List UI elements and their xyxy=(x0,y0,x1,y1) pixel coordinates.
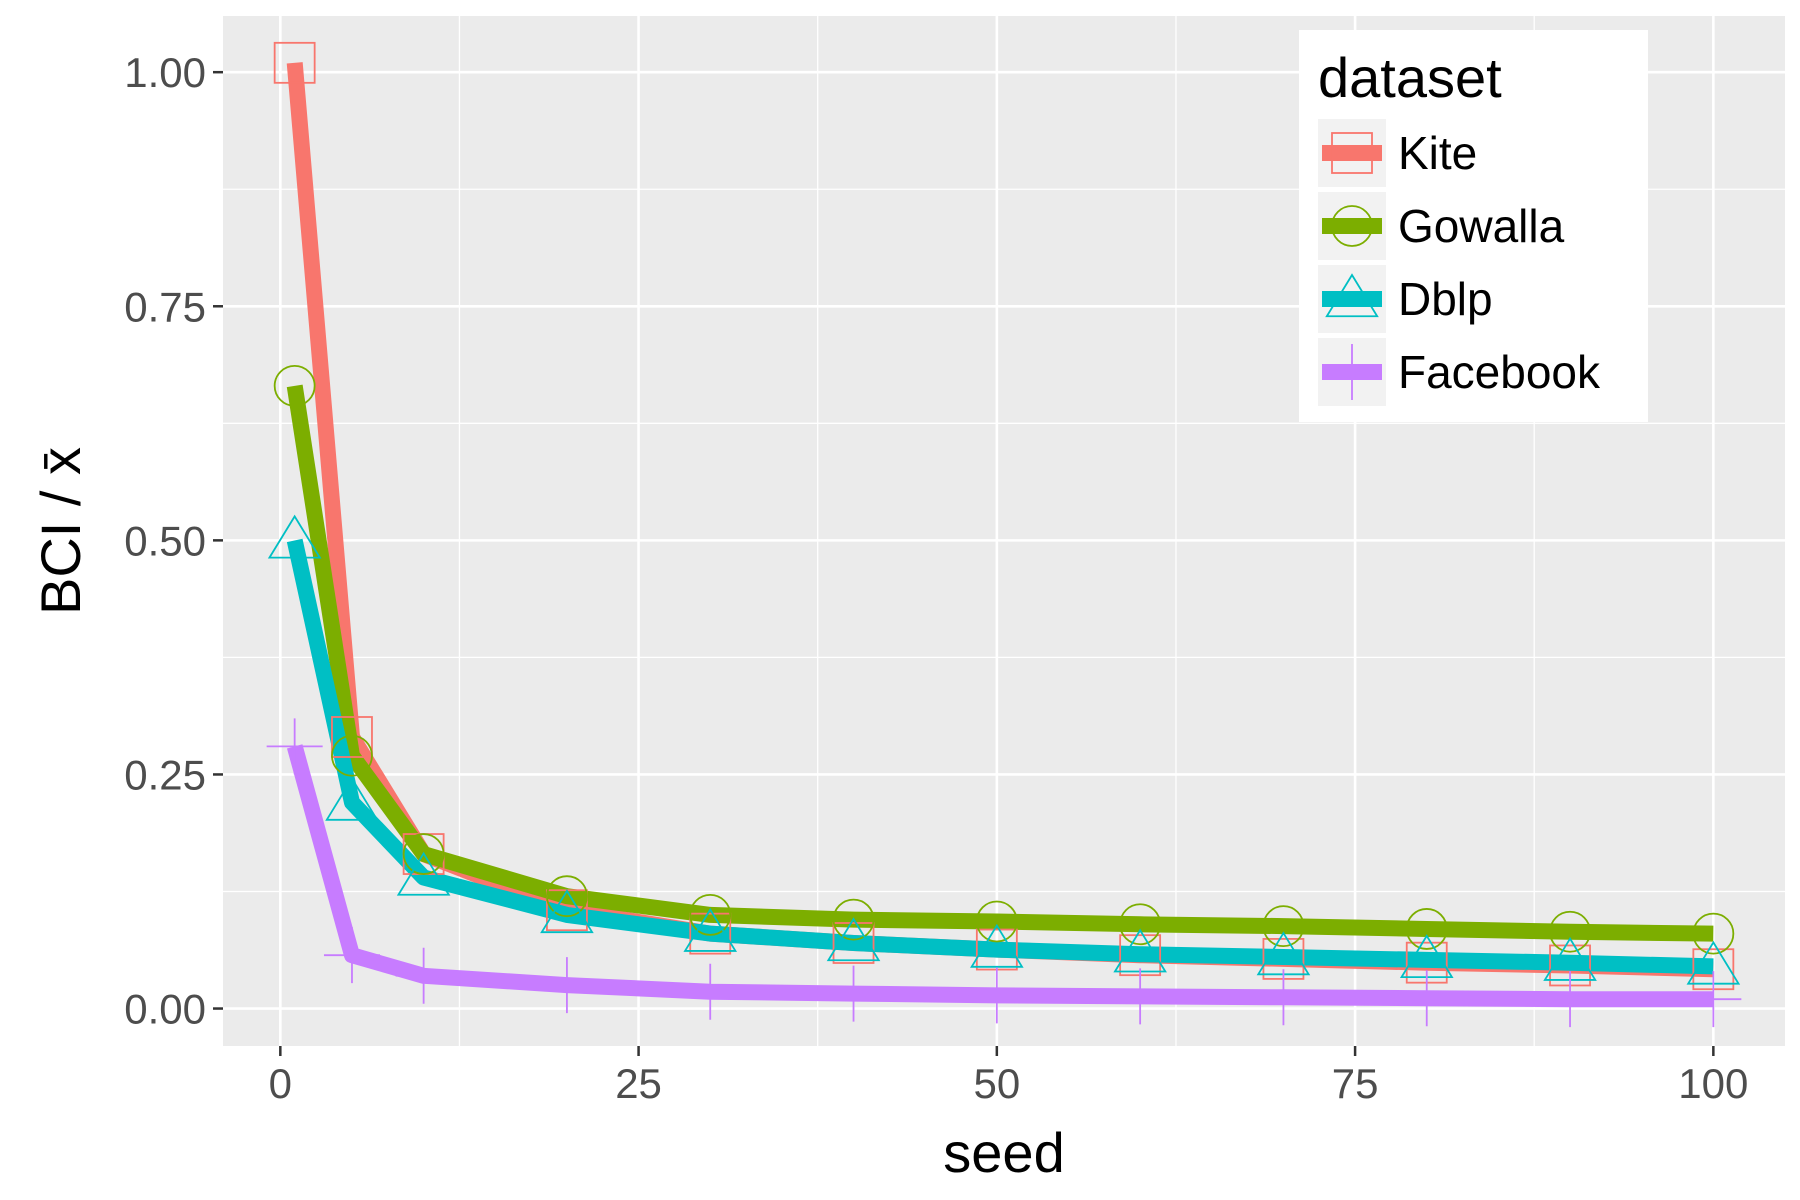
legend-label-dblp: Dblp xyxy=(1398,273,1493,325)
y-tick-label: 0.75 xyxy=(124,283,206,330)
data-point-kite xyxy=(273,41,316,84)
legend-item-dblp: Dblp xyxy=(1318,265,1493,333)
legend-key-marker xyxy=(1324,344,1380,400)
x-tick-label: 75 xyxy=(1332,1060,1379,1107)
data-point-gowalla xyxy=(689,894,732,936)
legend-label-facebook: Facebook xyxy=(1398,346,1601,398)
x-tick-label: 0 xyxy=(269,1060,292,1107)
x-tick-label: 100 xyxy=(1678,1060,1748,1107)
data-point-facebook xyxy=(1255,969,1312,1026)
legend-key-marker xyxy=(1325,273,1379,318)
data-point-dblp xyxy=(970,923,1024,968)
data-point-dblp xyxy=(396,851,451,896)
data-point-dblp xyxy=(683,907,738,952)
data-point-facebook xyxy=(395,947,452,1004)
data-point-facebook xyxy=(825,965,882,1022)
x-tick-label: 25 xyxy=(615,1060,662,1107)
data-point-gowalla xyxy=(546,875,588,918)
legend-key-marker xyxy=(1331,205,1373,247)
legend-item-facebook: Facebook xyxy=(1318,338,1601,406)
data-point-gowalla xyxy=(975,900,1018,943)
data-point-kite xyxy=(331,716,373,758)
x-axis: 0 25 50 75 100 xyxy=(269,1046,1748,1107)
data-point-facebook xyxy=(682,963,739,1020)
legend-title: dataset xyxy=(1318,46,1502,109)
legend-item-kite: Kite xyxy=(1318,119,1477,187)
data-point-gowalla xyxy=(1549,910,1591,953)
data-point-gowalla xyxy=(1262,905,1305,948)
y-tick-label: 0.25 xyxy=(124,751,206,798)
y-tick-label: 0.50 xyxy=(124,517,206,564)
legend-label-gowalla: Gowalla xyxy=(1398,200,1565,252)
x-axis-title: seed xyxy=(943,1121,1064,1184)
data-point-dblp xyxy=(540,889,594,934)
data-point-facebook xyxy=(1685,971,1742,1028)
y-tick-label: 1.00 xyxy=(124,49,206,96)
data-point-facebook xyxy=(538,957,595,1014)
data-point-gowalla xyxy=(1692,912,1735,955)
legend-key-marker xyxy=(1331,132,1373,174)
data-point-facebook xyxy=(1398,970,1455,1027)
data-point-kite xyxy=(689,912,732,955)
y-tick-label: 0.00 xyxy=(124,986,206,1033)
data-point-dblp xyxy=(267,514,322,559)
y-axis: 0.00 0.25 0.50 0.75 1.00 xyxy=(124,49,223,1033)
data-point-facebook xyxy=(266,718,323,775)
data-point-facebook xyxy=(968,967,1025,1024)
data-point-gowalla xyxy=(1405,908,1448,950)
data-point-facebook xyxy=(1112,968,1169,1025)
y-axis-title: BCI / x̄ xyxy=(29,447,92,615)
data-point-gowalla xyxy=(273,364,316,407)
legend-item-gowalla: Gowalla xyxy=(1318,192,1565,260)
series-line-dblp xyxy=(286,538,1714,975)
legend-items: Kite Gowalla Dblp Facebook xyxy=(1318,119,1601,406)
x-tick-label: 50 xyxy=(973,1060,1020,1107)
data-point-facebook xyxy=(323,927,380,984)
data-point-gowalla xyxy=(832,898,875,941)
legend-label-kite: Kite xyxy=(1398,127,1477,179)
data-point-dblp xyxy=(826,917,881,962)
data-point-dblp xyxy=(325,776,379,821)
data-point-gowalla xyxy=(331,734,373,777)
data-point-gowalla xyxy=(402,833,445,875)
data-point-kite xyxy=(832,922,875,964)
grid-major xyxy=(223,16,1785,1046)
legend: dataset Kite Gowalla Dblp Facebook xyxy=(1299,30,1648,422)
data-point-gowalla xyxy=(1119,903,1162,946)
series-markers xyxy=(266,41,1742,1028)
data-point-facebook xyxy=(1542,971,1599,1028)
